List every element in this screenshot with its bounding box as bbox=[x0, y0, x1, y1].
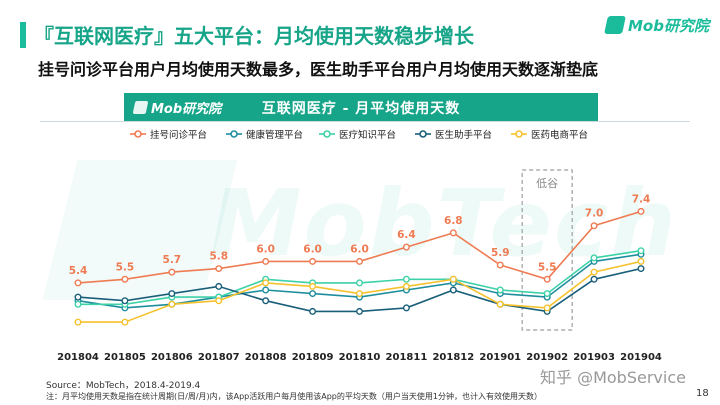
lowpoint-annotation: 低谷 bbox=[536, 177, 558, 190]
data-point bbox=[496, 261, 504, 269]
data-point bbox=[402, 282, 410, 290]
x-tick-label: 201809 bbox=[292, 352, 334, 363]
data-point bbox=[74, 279, 82, 287]
legend-swatch-marker bbox=[323, 130, 331, 138]
data-label: 5.5 bbox=[116, 261, 135, 273]
data-point bbox=[637, 207, 645, 215]
data-point bbox=[215, 297, 223, 305]
data-point bbox=[449, 229, 457, 237]
data-label: 5.7 bbox=[163, 254, 182, 266]
chart-title: 互联网医疗 - 月平均使用天数 bbox=[261, 101, 461, 117]
legend-swatch-marker bbox=[419, 130, 427, 138]
data-point bbox=[449, 286, 457, 294]
data-point bbox=[637, 257, 645, 265]
data-point bbox=[637, 265, 645, 273]
data-point bbox=[309, 257, 317, 265]
legend-label: 挂号问诊平台 bbox=[150, 129, 207, 141]
chart-header: Mob研究院 互联网医疗 - 月平均使用天数 bbox=[124, 93, 598, 121]
data-point bbox=[637, 247, 645, 255]
data-point bbox=[496, 300, 504, 308]
data-point bbox=[121, 275, 129, 283]
data-point bbox=[168, 268, 176, 276]
data-point bbox=[168, 300, 176, 308]
x-tick-label: 201904 bbox=[620, 352, 662, 363]
x-tick-label: 201807 bbox=[198, 352, 240, 363]
x-tick-label: 201805 bbox=[104, 352, 146, 363]
data-label: 6.8 bbox=[444, 215, 463, 227]
data-point bbox=[402, 243, 410, 251]
source-text: Source：MobTech，2018.4-2019.4 bbox=[46, 381, 201, 391]
data-point bbox=[309, 282, 317, 290]
data-point bbox=[74, 293, 82, 301]
page-number: 18 bbox=[696, 388, 709, 399]
x-tick-label: 201901 bbox=[479, 352, 521, 363]
data-point bbox=[168, 290, 176, 298]
legend-label: 医疗知识平台 bbox=[339, 129, 396, 141]
legend-swatch-marker bbox=[515, 130, 523, 138]
data-label: 7.4 bbox=[632, 193, 651, 205]
brand-logo: Mob研究院 bbox=[604, 14, 709, 36]
data-point bbox=[356, 290, 364, 298]
data-label: 6.4 bbox=[397, 229, 416, 241]
footnote-text: 注：月平均使用天数是指在统计周期(日/周/月)内，该App活跃用户每月使用该Ap… bbox=[46, 392, 542, 401]
data-point bbox=[590, 222, 598, 230]
zhihu-watermark: 知乎 @MobService bbox=[540, 368, 686, 387]
chart-header-brand-text: Mob研究院 bbox=[151, 102, 222, 117]
data-point bbox=[74, 300, 82, 308]
data-point bbox=[590, 268, 598, 276]
data-point bbox=[74, 318, 82, 326]
x-tick-label: 201902 bbox=[526, 352, 568, 363]
legend-swatch-marker bbox=[230, 130, 238, 138]
data-label: 5.8 bbox=[209, 251, 228, 263]
data-label: 6.0 bbox=[350, 243, 369, 255]
data-point bbox=[449, 275, 457, 283]
x-tick-label: 201812 bbox=[432, 352, 474, 363]
data-point bbox=[215, 282, 223, 290]
data-label: 5.5 bbox=[538, 261, 557, 273]
x-tick-label: 201808 bbox=[245, 352, 287, 363]
data-point bbox=[402, 275, 410, 283]
data-point bbox=[543, 304, 551, 312]
watermark-text: MobTech bbox=[210, 170, 678, 277]
data-point bbox=[262, 279, 270, 287]
page-title: 『互联网医疗』五大平台：月均使用天数稳步增长 bbox=[34, 24, 474, 48]
data-point bbox=[121, 318, 129, 326]
data-point bbox=[543, 290, 551, 298]
data-point bbox=[402, 304, 410, 312]
data-point bbox=[590, 275, 598, 283]
x-tick-label: 201903 bbox=[573, 352, 615, 363]
legend-label: 医生助手平台 bbox=[435, 129, 492, 141]
data-label: 5.9 bbox=[491, 247, 510, 259]
legend-label: 健康管理平台 bbox=[246, 129, 303, 141]
data-point bbox=[121, 297, 129, 305]
data-point bbox=[590, 254, 598, 262]
legend-label: 医药电商平台 bbox=[531, 129, 588, 141]
legend-swatch-marker bbox=[134, 130, 142, 138]
data-point bbox=[543, 275, 551, 283]
chart-header-brand: Mob研究院 bbox=[132, 98, 222, 117]
data-point bbox=[262, 297, 270, 305]
title-accent-bar bbox=[20, 22, 26, 48]
x-tick-label: 201810 bbox=[339, 352, 381, 363]
data-point bbox=[356, 257, 364, 265]
data-point bbox=[356, 307, 364, 315]
data-point bbox=[262, 286, 270, 294]
data-point bbox=[356, 279, 364, 287]
data-point bbox=[309, 290, 317, 298]
brand-name: Mob研究院 bbox=[628, 16, 709, 35]
data-point bbox=[262, 257, 270, 265]
data-label: 6.0 bbox=[256, 243, 275, 255]
x-tick-label: 201811 bbox=[386, 352, 428, 363]
x-tick-label: 201806 bbox=[151, 352, 193, 363]
page-subtitle: 挂号问诊平台用户月均使用天数最多，医生助手平台用户月均使用天数逐渐垫底 bbox=[38, 60, 599, 79]
data-point bbox=[215, 265, 223, 273]
x-tick-label: 201804 bbox=[57, 352, 99, 363]
data-label: 7.0 bbox=[585, 208, 604, 220]
data-label: 5.4 bbox=[69, 265, 88, 277]
data-point bbox=[496, 286, 504, 294]
data-label: 6.0 bbox=[303, 243, 322, 255]
chart-frame bbox=[40, 121, 690, 376]
data-point bbox=[309, 307, 317, 315]
